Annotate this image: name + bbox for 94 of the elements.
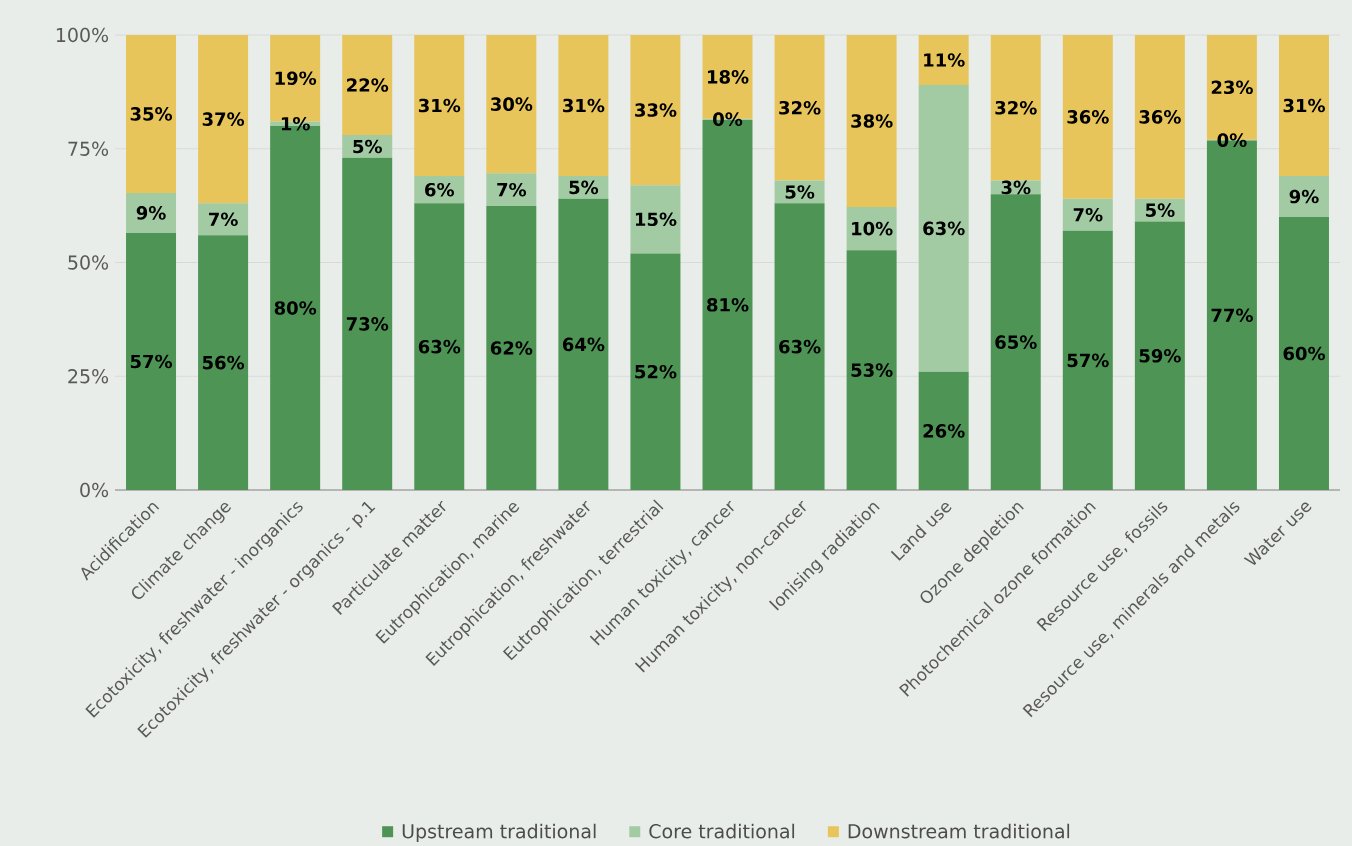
bar bbox=[486, 173, 537, 207]
data-label: 57% bbox=[1067, 353, 1109, 368]
data-label: 32% bbox=[779, 100, 821, 115]
data-label: 64% bbox=[562, 337, 605, 352]
data-label: 11% bbox=[924, 53, 965, 67]
data-label: 63% bbox=[923, 221, 965, 236]
data-label: 62% bbox=[490, 341, 533, 355]
data-label: 22% bbox=[347, 78, 389, 92]
bar bbox=[1062, 230, 1113, 490]
bar bbox=[774, 35, 825, 181]
data-label: 0% bbox=[713, 112, 743, 126]
bar bbox=[486, 206, 537, 490]
data-label: 18% bbox=[707, 70, 749, 84]
data-label: 81% bbox=[707, 298, 749, 312]
data-label: 35% bbox=[130, 107, 173, 121]
data-label: 0% bbox=[1217, 133, 1247, 147]
data-label: 15% bbox=[635, 212, 677, 227]
bar bbox=[630, 35, 681, 186]
data-label: 77% bbox=[1211, 308, 1253, 323]
bar bbox=[1134, 221, 1185, 490]
bar bbox=[918, 85, 969, 372]
bar bbox=[342, 35, 393, 136]
bar bbox=[126, 192, 177, 233]
bar bbox=[198, 203, 249, 236]
data-label: 56% bbox=[202, 355, 245, 370]
bar bbox=[558, 35, 609, 177]
bar bbox=[342, 157, 393, 490]
data-label: 6% bbox=[425, 182, 454, 197]
y-tick-label: 75% bbox=[68, 141, 109, 156]
data-label: 59% bbox=[1139, 348, 1181, 363]
bar bbox=[558, 198, 609, 490]
bar bbox=[630, 185, 681, 254]
data-label: 5% bbox=[785, 185, 815, 199]
y-tick-label: 50% bbox=[68, 255, 109, 270]
bar bbox=[198, 35, 249, 204]
data-label: 31% bbox=[418, 98, 461, 113]
data-label: 73% bbox=[346, 317, 389, 331]
bar bbox=[1062, 198, 1113, 231]
data-label: 36% bbox=[1067, 110, 1109, 124]
bar bbox=[1278, 176, 1329, 217]
data-label: 80% bbox=[274, 301, 317, 315]
bar bbox=[846, 35, 897, 207]
data-label: 32% bbox=[995, 100, 1037, 115]
bar bbox=[198, 235, 249, 490]
bar bbox=[990, 35, 1041, 181]
data-label: 36% bbox=[1139, 110, 1181, 124]
data-label: 1% bbox=[281, 116, 310, 131]
legend-label: Downstream traditional bbox=[848, 823, 1070, 839]
data-label: 9% bbox=[136, 206, 166, 220]
data-label: 9% bbox=[1289, 189, 1319, 204]
data-label: 7% bbox=[497, 182, 527, 197]
data-label: 23% bbox=[1211, 80, 1253, 95]
data-label: 57% bbox=[130, 354, 173, 369]
data-label: 53% bbox=[851, 363, 893, 377]
data-label: 5% bbox=[569, 180, 599, 195]
bar bbox=[1134, 35, 1185, 199]
legend-label: Core traditional bbox=[649, 823, 795, 839]
data-label: 7% bbox=[209, 212, 238, 227]
bar bbox=[918, 371, 969, 490]
bar bbox=[774, 203, 825, 490]
data-label: 37% bbox=[202, 112, 245, 126]
data-label: 10% bbox=[852, 221, 893, 236]
bar bbox=[486, 35, 537, 174]
y-tick-label: 0% bbox=[80, 482, 109, 498]
bar bbox=[1278, 217, 1329, 490]
bar bbox=[414, 203, 465, 490]
bar bbox=[126, 232, 177, 490]
data-label: 31% bbox=[563, 98, 605, 113]
bar bbox=[414, 35, 465, 177]
bar bbox=[630, 253, 681, 490]
data-label: 30% bbox=[490, 97, 533, 111]
bar bbox=[918, 35, 969, 86]
data-label: 63% bbox=[779, 339, 821, 354]
data-label: 33% bbox=[635, 103, 677, 117]
data-label: 52% bbox=[635, 364, 677, 379]
data-label: 5% bbox=[1145, 203, 1175, 217]
data-label: 26% bbox=[923, 424, 965, 438]
data-label: 38% bbox=[851, 114, 893, 128]
legend-label: Upstream traditional bbox=[402, 823, 596, 843]
data-label: 5% bbox=[353, 139, 382, 154]
data-label: 65% bbox=[995, 335, 1037, 349]
y-tick-label: 25% bbox=[68, 369, 109, 384]
bar bbox=[1278, 35, 1329, 177]
data-label: 19% bbox=[275, 71, 317, 86]
y-tick-label: 100% bbox=[56, 27, 109, 43]
bar bbox=[126, 35, 177, 193]
data-label: 60% bbox=[1283, 346, 1325, 361]
data-label: 31% bbox=[1283, 98, 1325, 113]
bar bbox=[990, 194, 1041, 490]
data-label: 7% bbox=[1073, 207, 1103, 222]
data-label: 3% bbox=[1001, 180, 1031, 195]
bar bbox=[1062, 35, 1113, 199]
bar bbox=[846, 250, 897, 490]
data-label: 63% bbox=[418, 339, 461, 354]
